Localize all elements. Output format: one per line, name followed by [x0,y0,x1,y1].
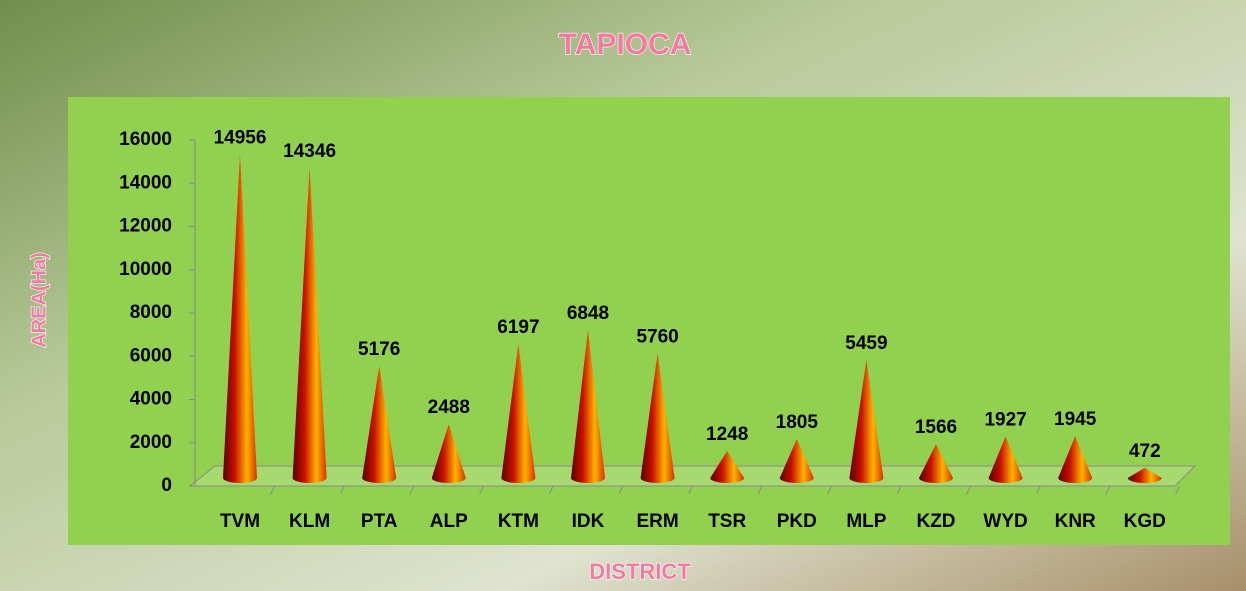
x-tick-label: KZD [916,511,955,532]
y-tick-label: 4000 [130,389,172,410]
value-label: 2488 [428,397,470,418]
y-tick-label: 8000 [130,302,172,323]
y-tick-label: 2000 [130,432,172,453]
chart-title: TAPIOCA [559,28,692,61]
x-tick-label: KGD [1124,511,1166,532]
x-tick-label: TSR [708,511,746,532]
x-tick-label: MLP [846,511,886,532]
x-tick-label: PKD [777,511,817,532]
y-tick-label: 0 [161,475,172,496]
y-tick-label: 10000 [119,259,172,280]
floor [190,466,1195,486]
x-tick-label: ALP [430,511,468,532]
y-tick-label: 16000 [119,129,172,150]
y-tick-label: 14000 [119,172,172,193]
value-label: 6848 [567,303,609,324]
value-label: 1945 [1054,409,1097,430]
x-tick-label: KTM [498,511,539,532]
x-tick-label: IDK [572,511,605,532]
value-label: 472 [1129,441,1161,462]
value-label: 14346 [283,141,336,162]
x-tick-label: ERM [636,511,678,532]
value-label: 5459 [845,333,887,354]
value-label: 1805 [776,412,819,433]
y-tick-label: 6000 [130,345,172,366]
value-label: 14956 [214,128,267,149]
y-tick-label: 12000 [119,216,172,237]
value-label: 5176 [358,339,400,360]
x-axis-label: DISTRICT [589,559,691,584]
value-label: 6197 [497,317,539,338]
x-tick-label: WYD [983,511,1027,532]
y-axis-label: AREA(Ha) [28,252,50,348]
x-tick-label: KLM [289,511,330,532]
value-label: 1566 [915,417,957,438]
chart: TAPIOCA DISTRICT AREA(Ha) 0 2000 4000 6000 8… [0,0,1246,591]
value-label: 1248 [706,424,748,445]
x-tick-label: TVM [220,511,260,532]
value-label: 1927 [984,409,1026,430]
value-label: 5760 [636,326,678,347]
x-tick-label: PTA [361,511,398,532]
x-tick-label: KNR [1055,511,1096,532]
